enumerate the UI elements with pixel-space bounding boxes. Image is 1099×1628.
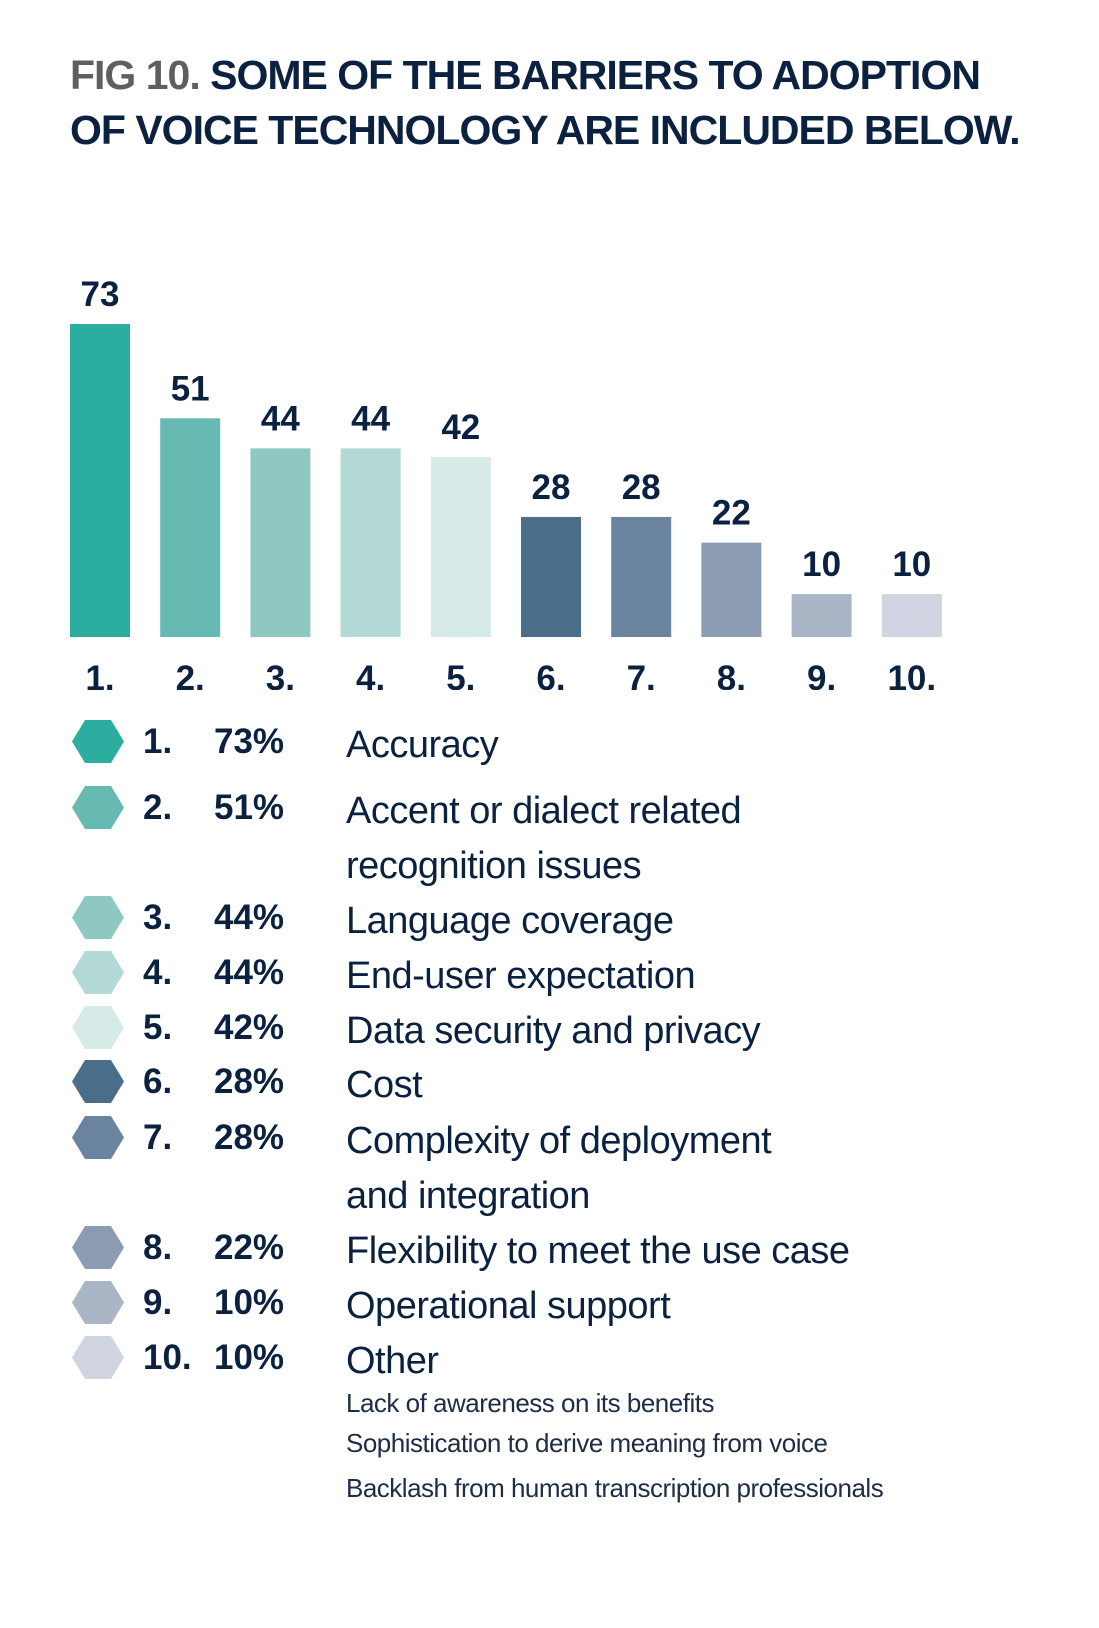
category-label: 2. bbox=[176, 659, 205, 690]
category-label: 9. bbox=[807, 659, 836, 690]
bar-value-label: 44 bbox=[351, 399, 390, 438]
legend-label: Operational support bbox=[346, 1285, 671, 1327]
bar-6 bbox=[521, 516, 581, 637]
hexagon-icon bbox=[72, 1006, 124, 1049]
bar-value-label: 28 bbox=[622, 468, 661, 507]
figure-title-text: SOME OF THE BARRIERS TO ADOPTION OF VOIC… bbox=[70, 52, 1021, 153]
hexagon-icon bbox=[72, 1116, 124, 1159]
legend-label: Accent or dialect related bbox=[346, 790, 742, 832]
legend-label: Data security and privacy bbox=[346, 1010, 761, 1052]
category-label: 10. bbox=[887, 659, 936, 690]
legend-percent: 10% bbox=[214, 1338, 285, 1377]
legend-item: 6. 28% Cost bbox=[0, 1054, 1050, 1110]
bar-value-label: 10 bbox=[802, 545, 841, 584]
legend-number: 7. bbox=[143, 1118, 173, 1157]
legend-percent: 73% bbox=[214, 722, 285, 761]
bar-9 bbox=[791, 594, 852, 637]
legend-item: 8. 22% Flexibility to meet the use case bbox=[0, 1220, 1050, 1276]
hexagon-icon bbox=[72, 951, 124, 994]
legend-percent: 44% bbox=[214, 953, 285, 992]
legend-percent: 22% bbox=[214, 1228, 285, 1267]
hexagon-icon bbox=[72, 1226, 124, 1269]
legend-item: 2. 51% Accent or dialect related recognitio… bbox=[0, 780, 1050, 887]
legend-item: 5. 42% Data security and privacy bbox=[0, 1000, 1050, 1056]
figure-title: FIG 10. SOME OF THE BARRIERS TO ADOPTION… bbox=[70, 48, 1030, 158]
bar-4 bbox=[340, 448, 401, 637]
legend-number: 5. bbox=[143, 1008, 173, 1047]
bar-value-label: 28 bbox=[532, 468, 571, 507]
bar-chart: 73 1. 51 2. 44 3. 44 4. 42 5. 28 6. 28 7. 22 8. 10 9. 10 10… bbox=[70, 275, 942, 690]
bar-3 bbox=[250, 448, 311, 637]
bar-2 bbox=[160, 418, 221, 637]
legend-label: Accuracy bbox=[346, 724, 499, 766]
legend-number: 2. bbox=[143, 788, 173, 827]
category-label: 4. bbox=[356, 659, 385, 690]
legend-number: 9. bbox=[143, 1283, 173, 1322]
category-label: 5. bbox=[446, 659, 475, 690]
bar-1 bbox=[70, 324, 130, 637]
bar-value-label: 51 bbox=[171, 369, 210, 408]
bar-10 bbox=[881, 594, 942, 637]
legend-label: Language coverage bbox=[346, 900, 674, 942]
category-label: 6. bbox=[536, 659, 565, 690]
legend-label: Complexity of deployment bbox=[346, 1120, 772, 1162]
other-detail: Sophistication to derive meaning from vo… bbox=[346, 1428, 828, 1458]
legend-number: 3. bbox=[143, 898, 173, 937]
hexagon-icon bbox=[72, 1336, 124, 1379]
figure-number: FIG 10. bbox=[70, 52, 201, 98]
other-detail: Lack of awareness on its benefits bbox=[346, 1388, 714, 1418]
other-detail: Backlash from human transcription profes… bbox=[346, 1473, 884, 1503]
legend-number: 1. bbox=[143, 722, 173, 761]
legend-percent: 10% bbox=[214, 1283, 285, 1322]
hexagon-icon bbox=[72, 720, 124, 763]
legend-item: 1. 73% Accuracy bbox=[0, 714, 1050, 770]
category-label: 3. bbox=[266, 659, 295, 690]
legend-percent: 51% bbox=[214, 788, 285, 827]
bar-5 bbox=[430, 456, 491, 637]
legend-percent: 44% bbox=[214, 898, 285, 937]
bar-7 bbox=[611, 516, 672, 637]
bar-8 bbox=[701, 542, 762, 637]
legend-percent: 28% bbox=[214, 1118, 285, 1157]
legend-item: 9. 10% Operational support bbox=[0, 1275, 1050, 1331]
legend-number: 4. bbox=[143, 953, 173, 992]
legend-item: 3. 44% Language coverage bbox=[0, 890, 1050, 946]
hexagon-icon bbox=[72, 786, 124, 829]
legend-percent: 42% bbox=[214, 1008, 285, 1047]
category-label: 7. bbox=[627, 659, 656, 690]
bar-value-label: 22 bbox=[712, 494, 751, 533]
legend-percent: 28% bbox=[214, 1062, 285, 1101]
category-label: 1. bbox=[85, 659, 114, 690]
legend-label-continued: and integration bbox=[346, 1175, 590, 1217]
category-label: 8. bbox=[717, 659, 746, 690]
legend-number: 6. bbox=[143, 1062, 173, 1101]
hexagon-icon bbox=[72, 896, 124, 939]
legend-label: Cost bbox=[346, 1064, 423, 1106]
legend-item: 7. 28% Complexity of deployment and integra… bbox=[0, 1110, 1050, 1217]
bar-value-label: 44 bbox=[261, 399, 300, 438]
bar-value-label: 42 bbox=[441, 408, 480, 447]
hexagon-icon bbox=[72, 1281, 124, 1324]
bar-value-label: 10 bbox=[892, 545, 931, 584]
legend-label-continued: recognition issues bbox=[346, 845, 642, 887]
legend-number: 10. bbox=[143, 1338, 192, 1377]
bar-value-label: 73 bbox=[81, 275, 120, 314]
legend-item: 10. 10% Other bbox=[0, 1330, 1050, 1386]
legend-label: Other bbox=[346, 1340, 439, 1382]
legend-item: 4. 44% End-user expectation bbox=[0, 945, 1050, 1001]
legend-label: Flexibility to meet the use case bbox=[346, 1230, 850, 1272]
hexagon-icon bbox=[72, 1060, 124, 1103]
legend-number: 8. bbox=[143, 1228, 173, 1267]
legend-label: End-user expectation bbox=[346, 955, 696, 997]
